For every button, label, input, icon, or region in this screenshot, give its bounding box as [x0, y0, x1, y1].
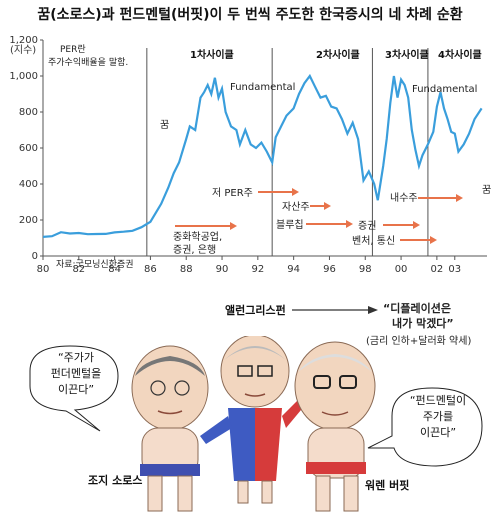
- y-tick-label: 1,200: [9, 35, 38, 46]
- blue-chip-label: 블루칩: [276, 219, 304, 231]
- x-tick-label: 00: [395, 264, 408, 275]
- soros-figure: [131, 345, 209, 512]
- asset-label: 자산주: [282, 201, 310, 213]
- cycle-separators: [146, 48, 429, 256]
- arrow-head-icon: [230, 222, 237, 230]
- y-tick-label: 1,000: [9, 71, 38, 82]
- greenspan-quote-line-1: “디플레이션은: [383, 302, 451, 315]
- x-tick-label: 84: [108, 264, 121, 275]
- soros-quote-line-3: 이끈다”: [57, 383, 95, 396]
- greenspan-arrow-icon: [292, 306, 378, 314]
- x-tick-label: 98: [359, 264, 372, 275]
- greenspan-robe-blue: [228, 408, 255, 481]
- y-axis-unit: (지수): [10, 44, 36, 56]
- x-tick-label: 88: [180, 264, 193, 275]
- arrow-head-icon: [324, 202, 331, 210]
- caricature-illustration: [29, 336, 483, 512]
- dream-label-2: 꿈: [482, 184, 491, 196]
- greenspan-robe-red: [255, 408, 282, 481]
- heavy-industry-label-2: 증권, 은행: [173, 244, 216, 256]
- soros-name: 조지 소로스: [88, 474, 143, 487]
- buffett-figure: [294, 341, 376, 512]
- x-tick-label: 94: [287, 264, 300, 275]
- arrow-head-icon: [346, 220, 353, 228]
- x-tick-label: 86: [144, 264, 157, 275]
- cycle-3-label: 3차사이클: [385, 48, 429, 61]
- buffett-sash: [306, 462, 366, 474]
- y-tick-label: 200: [19, 215, 38, 226]
- arrow-head-icon: [456, 194, 463, 202]
- cycle-4-label: 4차사이클: [438, 48, 482, 61]
- soros-quote: “주가가 펀더멘털을 이끈다”: [38, 350, 114, 398]
- buffett-quote-line-2: 주가를: [422, 410, 454, 423]
- kospi-index-line: [42, 73, 483, 238]
- arrow-head-icon: [430, 236, 437, 244]
- source-note: 자료:굿모닝신한증권: [56, 258, 134, 270]
- y-tick-label: 400: [19, 179, 38, 190]
- greenspan-figure: [200, 336, 306, 504]
- per-note-line-2: 주가수익배율을 말함.: [48, 56, 128, 68]
- dream-label-1: 꿈: [160, 119, 169, 131]
- arrow-head-icon: [413, 221, 420, 229]
- soros-quote-line-1: “주가가: [57, 351, 95, 364]
- heavy-industry-label-1: 중화학공업,: [173, 230, 222, 243]
- greenspan-name: 앨런그리스펀: [225, 304, 286, 317]
- page-title: 꿈(소로스)과 펀드멘털(버핏)이 두 번씩 주도한 한국증시의 네 차례 순환: [37, 7, 463, 23]
- x-tick-label: 96: [323, 264, 336, 275]
- y-tick-label: 0: [32, 251, 38, 262]
- x-tick-label: 02: [431, 264, 444, 275]
- securities-label: 증권: [358, 220, 376, 232]
- soros-quote-line-2: 펀더멘털을: [50, 367, 102, 380]
- x-tick-label: 90: [216, 264, 229, 275]
- cycle-1-label: 1차사이클: [190, 48, 234, 61]
- venture-label: 벤처, 통신: [352, 235, 395, 247]
- y-tick-label: 800: [19, 107, 38, 118]
- buffett-quote: “펀드멘털이 주가를 이끈다”: [398, 393, 478, 441]
- buffett-name: 워렌 버핏: [365, 479, 410, 492]
- soros-sash: [140, 464, 200, 476]
- soros-speech-bubble: [29, 345, 119, 432]
- fundamental-label-1: Fundamental: [230, 82, 295, 93]
- per-note-line-1: PER란: [60, 43, 86, 55]
- domestic-label: 내수주: [390, 192, 418, 204]
- greenspan-note: (금리 인하+달러화 약세): [366, 336, 472, 347]
- low-per-label: 저 PER주: [212, 187, 253, 199]
- buffett-quote-line-1: “펀드멘털이: [409, 394, 467, 407]
- fundamental-label-2: Fundamental: [412, 84, 477, 95]
- greenspan-quote-line-2: 내가 막겠다”: [392, 317, 454, 330]
- y-tick-label: 600: [19, 143, 38, 154]
- cycle-2-label: 2차사이클: [316, 48, 360, 61]
- buffett-speech-bubble: [367, 387, 483, 467]
- arrow-head-icon: [292, 188, 299, 196]
- x-tick-label: 80: [37, 264, 50, 275]
- buffett-quote-line-3: 이끈다”: [419, 426, 457, 439]
- x-tick-label: 03: [448, 264, 461, 275]
- x-tick-label: 82: [72, 264, 85, 275]
- x-tick-label: 92: [251, 264, 264, 275]
